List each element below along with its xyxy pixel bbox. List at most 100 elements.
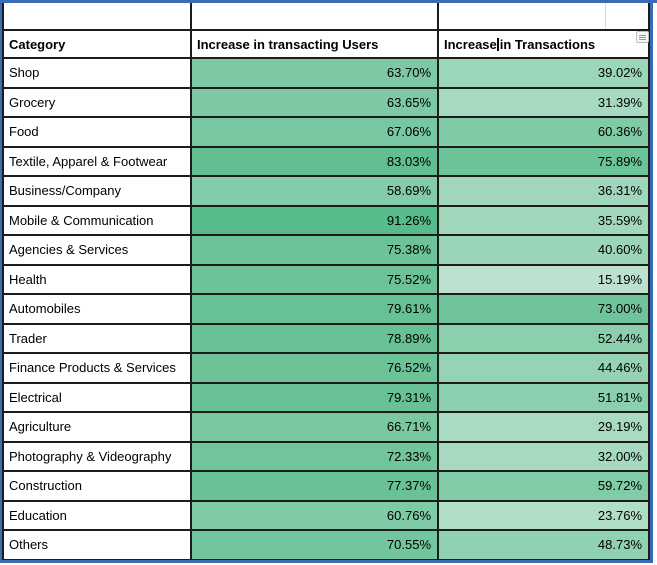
users-cell[interactable]: 67.06%: [192, 118, 439, 148]
transactions-cell[interactable]: 44.46%: [439, 354, 650, 384]
category-cell[interactable]: Mobile & Communication: [4, 206, 192, 236]
table-row: Education 60.76% 23.76%: [4, 501, 650, 531]
users-value: 72.33%: [386, 448, 431, 464]
users-cell[interactable]: 58.69%: [192, 177, 439, 207]
users-value: 77.37%: [386, 478, 431, 494]
transactions-cell[interactable]: 59.72%: [439, 472, 650, 502]
transactions-value: 39.02%: [597, 65, 642, 81]
transactions-cell[interactable]: 75.89%: [439, 147, 650, 177]
transactions-value: 44.46%: [597, 360, 642, 376]
empty-cell[interactable]: [192, 3, 439, 31]
category-label: Others: [9, 537, 49, 553]
transactions-cell[interactable]: 23.76%: [439, 501, 650, 531]
users-cell[interactable]: 83.03%: [192, 147, 439, 177]
users-cell[interactable]: 79.31%: [192, 383, 439, 413]
transactions-cell[interactable]: 32.00%: [439, 442, 650, 472]
category-cell[interactable]: Construction: [4, 472, 192, 502]
users-cell[interactable]: 60.76%: [192, 501, 439, 531]
header-cell-transactions[interactable]: Increase in Transactions: [439, 31, 650, 59]
text-cursor: [496, 37, 499, 51]
table-row: Construction 77.37% 59.72%: [4, 472, 650, 502]
category-cell[interactable]: Shop: [4, 59, 192, 89]
transactions-cell[interactable]: 39.02%: [439, 59, 650, 89]
empty-cell[interactable]: [439, 3, 650, 31]
header-label-category: Category: [9, 36, 66, 52]
table-row: Trader 78.89% 52.44%: [4, 324, 650, 354]
category-cell[interactable]: Electrical: [4, 383, 192, 413]
users-cell[interactable]: 77.37%: [192, 472, 439, 502]
selection-border-bottom: [0, 560, 653, 563]
category-cell[interactable]: Food: [4, 118, 192, 148]
category-cell[interactable]: Education: [4, 501, 192, 531]
transactions-cell[interactable]: 73.00%: [439, 295, 650, 325]
sheet-gridline: [605, 3, 606, 29]
header-label-users: Increase in transacting Users: [197, 36, 379, 52]
category-cell[interactable]: Textile, Apparel & Footwear: [4, 147, 192, 177]
users-cell[interactable]: 63.65%: [192, 88, 439, 118]
selection-border-right: [650, 0, 653, 563]
table-row: Electrical 79.31% 51.81%: [4, 383, 650, 413]
transactions-value: 51.81%: [597, 389, 642, 405]
category-cell[interactable]: Agencies & Services: [4, 236, 192, 266]
category-label: Shop: [9, 65, 40, 81]
users-cell[interactable]: 78.89%: [192, 324, 439, 354]
category-cell[interactable]: Trader: [4, 324, 192, 354]
transactions-value: 15.19%: [597, 271, 642, 287]
transactions-value: 31.39%: [597, 94, 642, 110]
users-value: 70.55%: [386, 537, 431, 553]
users-cell[interactable]: 70.55%: [192, 531, 439, 561]
category-label: Trader: [9, 330, 47, 346]
users-cell[interactable]: 72.33%: [192, 442, 439, 472]
users-cell[interactable]: 76.52%: [192, 354, 439, 384]
table-row: Health 75.52% 15.19%: [4, 265, 650, 295]
category-cell[interactable]: Photography & Videography: [4, 442, 192, 472]
header-cell-category[interactable]: Category: [4, 31, 192, 59]
table-row: Agencies & Services 75.38% 40.60%: [4, 236, 650, 266]
table-row: Agriculture 66.71% 29.19%: [4, 413, 650, 443]
users-cell[interactable]: 66.71%: [192, 413, 439, 443]
table-row: Textile, Apparel & Footwear 83.03% 75.89…: [4, 147, 650, 177]
transactions-cell[interactable]: 36.31%: [439, 177, 650, 207]
transactions-value: 52.44%: [597, 330, 642, 346]
users-cell[interactable]: 91.26%: [192, 206, 439, 236]
category-label: Agencies & Services: [9, 242, 129, 258]
transactions-cell[interactable]: 40.60%: [439, 236, 650, 266]
transactions-cell[interactable]: 31.39%: [439, 88, 650, 118]
transactions-value: 40.60%: [597, 242, 642, 258]
users-cell[interactable]: 75.38%: [192, 236, 439, 266]
transactions-value: 35.59%: [597, 212, 642, 228]
autofill-options-icon[interactable]: [636, 31, 649, 43]
transactions-cell[interactable]: 60.36%: [439, 118, 650, 148]
transactions-cell[interactable]: 29.19%: [439, 413, 650, 443]
users-cell[interactable]: 75.52%: [192, 265, 439, 295]
category-cell[interactable]: Others: [4, 531, 192, 561]
transactions-cell[interactable]: 52.44%: [439, 324, 650, 354]
users-value: 63.65%: [386, 94, 431, 110]
transactions-cell[interactable]: 51.81%: [439, 383, 650, 413]
transactions-value: 36.31%: [597, 183, 642, 199]
table-row: Food 67.06% 60.36%: [4, 118, 650, 148]
category-cell[interactable]: Automobiles: [4, 295, 192, 325]
category-cell[interactable]: Business/Company: [4, 177, 192, 207]
transactions-value: 32.00%: [597, 448, 642, 464]
empty-cell[interactable]: [4, 3, 192, 31]
header-label-transactions-before-caret: Increase: [444, 36, 497, 52]
category-cell[interactable]: Grocery: [4, 88, 192, 118]
table-row: Shop 63.70% 39.02%: [4, 59, 650, 89]
category-cell[interactable]: Health: [4, 265, 192, 295]
users-cell[interactable]: 63.70%: [192, 59, 439, 89]
category-cell[interactable]: Agriculture: [4, 413, 192, 443]
transactions-value: 73.00%: [597, 301, 642, 317]
transactions-cell[interactable]: 35.59%: [439, 206, 650, 236]
category-cell[interactable]: Finance Products & Services: [4, 354, 192, 384]
header-cell-users[interactable]: Increase in transacting Users: [192, 31, 439, 59]
transactions-cell[interactable]: 48.73%: [439, 531, 650, 561]
category-label: Education: [9, 507, 67, 523]
transactions-cell[interactable]: 15.19%: [439, 265, 650, 295]
category-label: Health: [9, 271, 47, 287]
transactions-value: 29.19%: [597, 419, 642, 435]
category-label: Mobile & Communication: [9, 212, 154, 228]
users-cell[interactable]: 79.61%: [192, 295, 439, 325]
category-label: Automobiles: [9, 301, 81, 317]
